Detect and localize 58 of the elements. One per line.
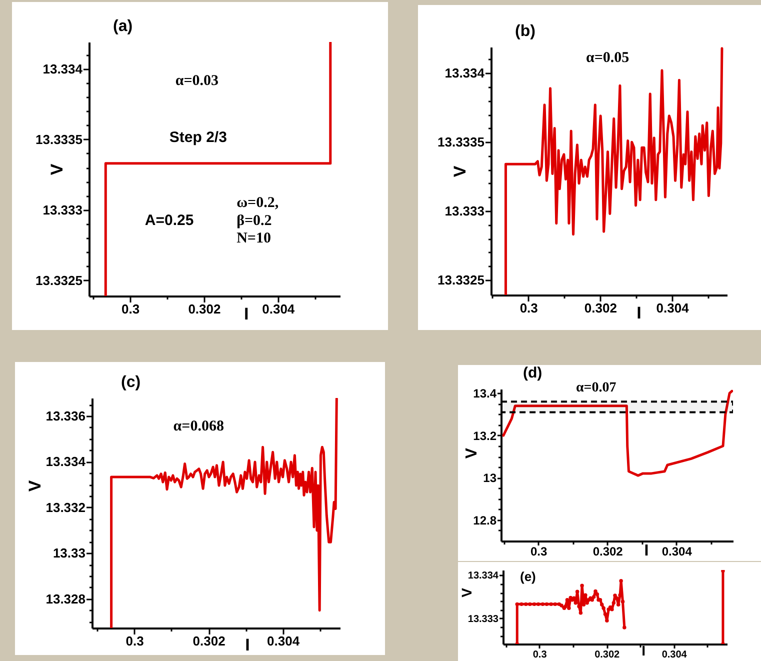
y-tick-label: 13.33	[52, 546, 86, 561]
x-tick-label: 0.302	[594, 650, 620, 660]
y-axis-title: V	[458, 587, 474, 598]
x-tick-label: 0.302	[188, 302, 221, 316]
y-tick-label: 13.2	[473, 428, 497, 443]
y-tick-label: 13.334	[46, 454, 86, 470]
x-tick-label: 0.304	[662, 650, 688, 660]
y-axis-title: V	[464, 448, 480, 459]
chart-title: (a)	[113, 18, 133, 35]
y-tick-label: 13.333	[468, 614, 499, 625]
y-axis-title: V	[26, 480, 44, 492]
annotation: α=0.07	[576, 380, 616, 396]
annotation: N=10	[236, 230, 271, 247]
y-tick-label: 12.8	[473, 513, 497, 528]
y-tick-label: 13.4	[473, 386, 497, 401]
x-tick-label: 0.304	[656, 300, 690, 316]
annotation: α=0.05	[586, 50, 630, 66]
x-axis-title: I	[642, 642, 646, 658]
x-tick-label: 0.3	[530, 544, 548, 558]
y-tick-label: 13.333	[42, 202, 82, 218]
annotation: A=0.25	[144, 212, 194, 229]
x-axis-title: I	[244, 304, 249, 324]
y-tick-label: 13.333	[444, 203, 484, 218]
y-tick-label: 13.334	[42, 61, 84, 76]
y-tick-label: 13.334	[444, 66, 486, 81]
x-tick-label: 0.304	[267, 634, 300, 648]
y-axis-title: V	[450, 165, 470, 178]
y-tick-label: 13.3335	[36, 132, 82, 147]
chart-title: (e)	[520, 569, 536, 584]
annotation: α=0.068	[173, 418, 224, 435]
y-tick-label: 13.3325	[36, 272, 82, 288]
y-tick-label: 13.336	[46, 408, 86, 424]
chart-title: (b)	[515, 23, 536, 40]
y-axis-title: V	[48, 163, 66, 176]
x-tick-label: 0.302	[584, 300, 617, 316]
x-tick-label: 0.302	[192, 634, 226, 648]
y-tick-label: 13.328	[46, 591, 86, 606]
chart-title: (d)	[523, 364, 542, 382]
annotation: ω=0.2,	[236, 195, 279, 212]
annotation: Step 2/3	[169, 128, 227, 146]
x-tick-label: 0.3	[126, 634, 144, 648]
y-tick-label: 13	[483, 471, 497, 486]
x-tick-label: 0.3	[532, 650, 548, 660]
x-axis-title: I	[636, 304, 642, 322]
x-tick-label: 0.3	[520, 300, 538, 316]
y-tick-label: 13.3335	[438, 134, 484, 150]
annotation: α=0.03	[175, 73, 219, 90]
x-axis-title: I	[245, 636, 250, 654]
y-tick-label: 13.332	[46, 500, 86, 515]
annotation: β=0.2	[236, 212, 272, 229]
y-tick-label: 13.334	[468, 570, 499, 582]
x-tick-label: 0.304	[262, 302, 296, 316]
chart-title: (c)	[121, 374, 141, 391]
y-tick-label: 13.3325	[438, 272, 484, 288]
x-axis-title: I	[644, 542, 649, 560]
x-tick-label: 0.304	[662, 544, 692, 558]
x-tick-label: 0.302	[592, 544, 624, 558]
x-tick-label: 0.3	[121, 302, 140, 316]
